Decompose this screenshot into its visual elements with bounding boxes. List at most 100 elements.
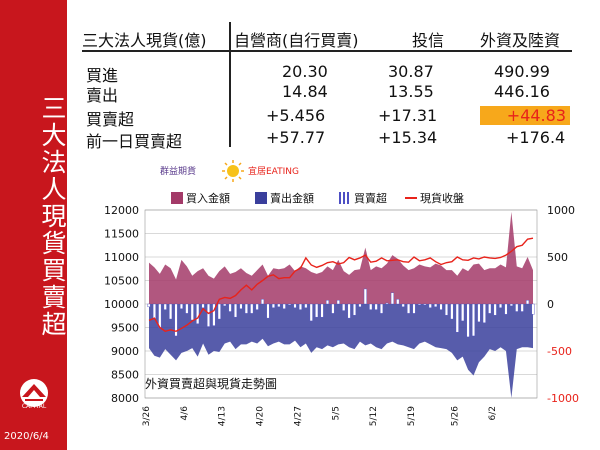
net-bar — [206, 303, 210, 327]
row-sell-dealer: 14.84 — [282, 82, 328, 101]
chart-legend: 買入金額 賣出金額 買賣超 現貨收盤 — [171, 191, 464, 205]
legend-swatch-net — [343, 192, 345, 204]
y-left-tick-label: 8000 — [111, 392, 139, 405]
net-bar — [374, 303, 378, 310]
net-bar — [325, 300, 329, 305]
x-tick-label: 5/5 — [331, 406, 341, 420]
row-buy-dealer: 20.30 — [282, 62, 328, 81]
net-bar — [315, 303, 319, 318]
combo-chart: 買入金額 賣出金額 買賣超 現貨收盤 800085009000950010000105… — [104, 191, 579, 426]
x-tick-label: 5/19 — [407, 406, 417, 426]
net-bar — [223, 303, 227, 307]
x-tick-label: 4/20 — [256, 406, 266, 426]
net-bar — [450, 303, 454, 320]
net-bar — [250, 303, 254, 314]
chart-title: 外資買賣超與現貨走勢圖 — [145, 376, 277, 391]
x-tick-label: 4/6 — [180, 406, 190, 421]
sun-icon — [222, 160, 244, 182]
net-bar — [353, 303, 357, 316]
net-bar — [504, 303, 508, 315]
legend-label: 賣出金額 — [270, 191, 314, 205]
net-bar — [336, 300, 340, 305]
brand-left-text: 群益期貨 — [160, 167, 197, 177]
sell-area-group — [149, 304, 533, 398]
legend-label: 現貨收盤 — [420, 191, 464, 205]
chart-axes: 8000850090009500100001050011000115001200… — [104, 204, 579, 426]
net-bar — [412, 303, 416, 314]
chart-container: 買入金額 賣出金額 買賣超 現貨收盤 8000 8500 9000 9500 10000 105… — [75, 186, 600, 450]
legend-label: 買賣超 — [354, 191, 387, 205]
net-bar — [444, 303, 448, 316]
table-header-category: 三大法人現貨(億) — [82, 31, 207, 50]
net-bar — [531, 303, 535, 315]
y-left-tick-label: 9000 — [111, 345, 139, 358]
net-bar — [152, 303, 156, 320]
row-sell-trust: 13.55 — [388, 82, 434, 101]
x-tick-label: 4/27 — [293, 406, 303, 426]
net-bar — [493, 303, 497, 316]
net-bar — [266, 303, 270, 319]
net-bar — [190, 303, 194, 321]
net-bar — [482, 303, 486, 323]
row-prev-foreign: +176.4 — [506, 128, 566, 147]
row-prev-dealer: +57.77 — [266, 128, 326, 147]
row-sell-foreign: 446.16 — [494, 82, 550, 101]
net-bar — [255, 303, 259, 310]
row-prev-trust: +15.34 — [378, 128, 438, 147]
row-buy-foreign: 490.99 — [494, 62, 550, 81]
net-bar — [158, 303, 162, 328]
row-label-net: 買賣超 — [86, 110, 135, 129]
x-tick-label: 5/12 — [369, 406, 379, 426]
net-bar — [401, 303, 405, 308]
legend-swatch-buy — [171, 192, 183, 204]
row-label-sell: 賣出 — [86, 86, 119, 105]
legend-swatch-net — [339, 192, 341, 204]
y-right-tick-label: -1000 — [547, 392, 579, 405]
row-net-trust: +17.31 — [378, 106, 438, 125]
net-bar — [282, 303, 286, 309]
x-tick-label: 5/26 — [450, 406, 460, 426]
net-bar — [380, 303, 384, 314]
y-left-tick-label: 8500 — [111, 369, 139, 382]
y-left-tick-label: 10500 — [104, 275, 139, 288]
table-header-foreign: 外資及陸資 — [480, 31, 561, 50]
y-left-tick-label: 12000 — [104, 204, 139, 217]
x-tick-label: 4/13 — [218, 406, 228, 426]
logo-text: CAPITAL — [21, 403, 47, 410]
plot-frame — [144, 209, 538, 399]
y-right-tick-label: 500 — [547, 251, 568, 264]
net-bar — [293, 303, 297, 308]
net-bar — [385, 302, 389, 305]
sell-area — [149, 304, 533, 398]
net-bar — [239, 303, 243, 309]
net-bar — [477, 303, 481, 323]
net-bar — [217, 303, 221, 320]
table-divider-vertical — [229, 22, 231, 147]
sidebar-title: 三大法人現貨買賣超 — [38, 95, 67, 338]
row-label-prev-net: 前一日買賣超 — [86, 132, 183, 151]
brand-strip: 群益期貨 宜居EATING — [160, 160, 330, 182]
y-left-tick-label: 10000 — [104, 298, 139, 311]
net-bar — [163, 303, 167, 310]
net-bar — [358, 303, 362, 308]
legend-label: 買入金額 — [186, 191, 230, 205]
y-right-tick-label: 1000 — [547, 204, 575, 217]
net-bar — [342, 303, 346, 311]
net-bar — [261, 299, 265, 305]
legend-swatch-sell — [255, 192, 267, 204]
capital-logo-icon — [20, 379, 48, 407]
brand-right-text: 宜居EATING — [248, 167, 300, 177]
net-bar — [526, 300, 530, 305]
net-bar — [509, 303, 513, 307]
legend-swatch-net — [347, 192, 349, 204]
net-bar — [499, 303, 503, 308]
table-header-dealer: 自營商(自行買賣) — [234, 31, 359, 50]
net-bar — [423, 303, 427, 306]
summary-table: 三大法人現貨(億) 自營商(自行買賣) 投信 外資及陸資 買進 20.30 30… — [82, 22, 582, 152]
net-bar — [434, 303, 438, 308]
net-bar — [179, 303, 183, 309]
close-line — [148, 237, 534, 333]
net-bar — [520, 303, 524, 312]
table-header-trust: 投信 — [412, 31, 445, 50]
net-bar — [515, 303, 519, 312]
